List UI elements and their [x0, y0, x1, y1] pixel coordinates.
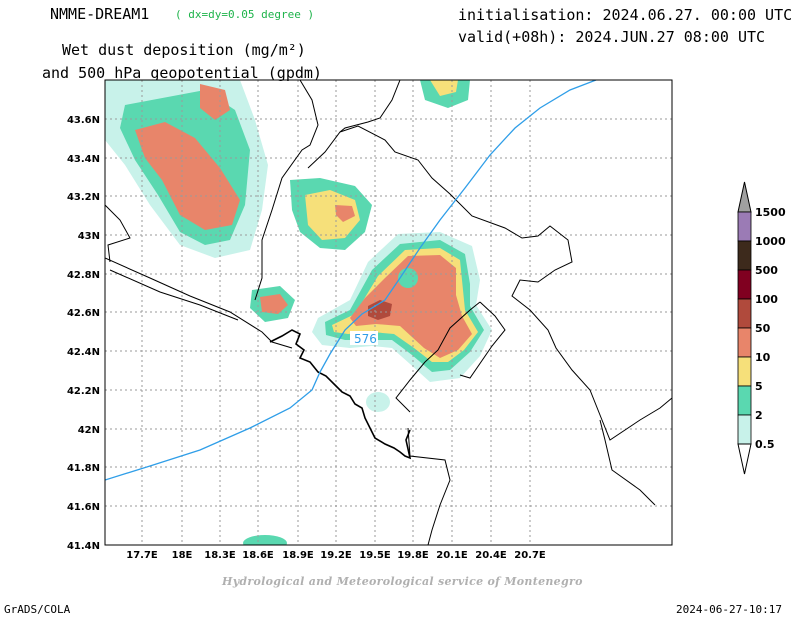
border-kosovo-montenegro — [459, 301, 506, 379]
border-macedonia — [599, 419, 656, 506]
color-legend: 1500 1000 500 100 50 10 5 2 0.5 — [737, 181, 786, 475]
dust-blob-main-core — [350, 255, 472, 358]
border-serbia-kosovo — [339, 125, 672, 441]
resolution-label: ( dx=dy=0.05 degree ) — [175, 8, 315, 21]
valid-time: valid(+08h): 2024.JUN.27 08:00 UTC — [458, 28, 766, 46]
latitude-label: 42.4N — [67, 347, 100, 358]
legend-swatch — [737, 298, 752, 329]
legend-level-label: 50 — [755, 322, 771, 335]
map-frame — [104, 79, 673, 546]
longitude-label: 18.6E — [242, 550, 274, 561]
legend-swatch — [737, 414, 752, 445]
country-borders — [105, 80, 672, 545]
legend-level-label: 2 — [755, 409, 763, 422]
longitude-label: 18.3E — [204, 550, 236, 561]
legend-swatch — [737, 385, 752, 416]
legend-level-label: 10 — [755, 351, 771, 364]
field-title-line2: and 500 hPa geopotential (gpdm) — [42, 64, 322, 82]
legend-swatch — [737, 269, 752, 300]
longitude-label: 18.9E — [282, 550, 314, 561]
dust-blob-south — [366, 392, 390, 412]
dust-blob-center-north-core — [335, 205, 355, 222]
init-time: initialisation: 2024.06.27. 00:00 UTC — [458, 6, 793, 24]
longitude-axis: 17.7E 18E 18.3E 18.6E 18.9E 19.2E 19.5E 19.8E 20… — [126, 550, 546, 561]
latitude-label: 42.2N — [67, 386, 100, 397]
montenegro-coast — [269, 329, 412, 460]
latitude-label: 41.4N — [67, 541, 100, 552]
legend-swatch — [737, 211, 752, 242]
latitude-label: 41.6N — [67, 502, 100, 513]
software-label: GrADS/COLA — [4, 603, 71, 616]
dust-blob-bottom — [243, 535, 287, 545]
latitude-label: 43N — [78, 231, 100, 242]
border-bosnia-montenegro — [254, 80, 319, 301]
legend-swatch — [737, 240, 752, 271]
legend-level-label: 500 — [755, 264, 778, 277]
latitude-label: 43.6N — [67, 115, 100, 126]
latitude-label: 43.2N — [67, 192, 100, 203]
coast-line-2 — [109, 269, 239, 321]
latitude-axis: 43.6N 43.4N 43.2N 43N 42.8N 42.6N 42.4N 42.2N 42… — [67, 115, 100, 552]
latitude-label: 42.8N — [67, 270, 100, 281]
legend-level-label: 0.5 — [755, 438, 775, 451]
latitude-label: 41.8N — [67, 463, 100, 474]
dust-blob-center-north-inner — [305, 190, 360, 240]
dust-blob-main-peak — [368, 300, 392, 320]
longitude-label: 19.8E — [397, 550, 429, 561]
legend-arrow-bottom — [737, 443, 752, 475]
legend-swatch — [737, 356, 752, 387]
credit-text: Hydrological and Meteorological service … — [222, 575, 583, 588]
dust-blob-main-gap — [398, 268, 418, 288]
latitude-label: 42.6N — [67, 308, 100, 319]
coast-croatia — [105, 257, 293, 349]
legend-level-label: 100 — [755, 293, 778, 306]
latitude-label: 42N — [78, 425, 100, 436]
legend-level-label: 1000 — [755, 235, 786, 248]
latitude-label: 43.4N — [67, 154, 100, 165]
model-title: NMME-DREAM1 — [50, 5, 150, 23]
longitude-label: 20.7E — [514, 550, 546, 561]
legend-level-label: 1500 — [755, 206, 786, 219]
contour-label: 576 — [354, 332, 377, 346]
border-kosovo-albania — [395, 301, 481, 413]
longitude-label: 19.2E — [320, 550, 352, 561]
legend-level-label: 5 — [755, 380, 763, 393]
border-croatia-bosnia — [105, 204, 131, 263]
longitude-label: 19.5E — [359, 550, 391, 561]
longitude-label: 20.4E — [475, 550, 507, 561]
longitude-label: 17.7E — [126, 550, 158, 561]
contour-label-bg — [350, 331, 378, 345]
border-albania — [407, 427, 451, 545]
legend-arrow-top — [737, 181, 752, 213]
dust-blob-nw-core — [135, 122, 240, 230]
geopotential-contour-576 — [105, 80, 597, 481]
longitude-label: 18E — [172, 550, 193, 561]
border-serbia-bosnia — [307, 80, 401, 169]
field-title-line1: Wet dust deposition (mg/m²) — [62, 41, 306, 59]
dust-blob-west-inner — [260, 294, 288, 314]
longitude-label: 20.1E — [436, 550, 468, 561]
legend-swatch — [737, 327, 752, 358]
dust-blob-nw-top — [200, 84, 230, 120]
dust-blob-north-inner — [430, 80, 458, 96]
timestamp-label: 2024-06-27-10:17 — [676, 603, 782, 616]
